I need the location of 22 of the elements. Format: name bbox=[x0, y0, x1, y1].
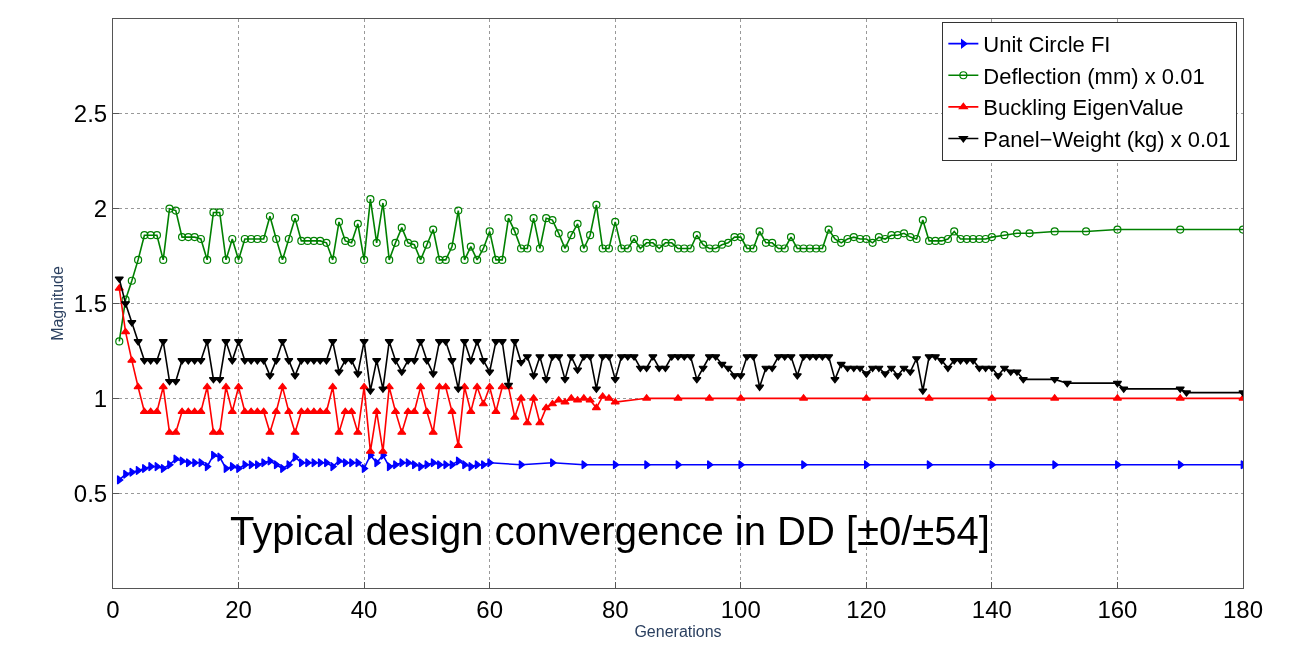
x-tick-label: 180 bbox=[1222, 595, 1264, 623]
legend-label: Panel−Weight (kg) x 0.01 bbox=[983, 127, 1231, 153]
y-tick-label: 2.5 bbox=[73, 100, 108, 128]
x-tick-label: 0 bbox=[106, 595, 120, 623]
legend-label: Buckling EigenValue bbox=[983, 95, 1184, 121]
y-tick-label: 2 bbox=[93, 195, 108, 223]
y-tick-label: 1 bbox=[93, 384, 108, 412]
x-tick-label: 20 bbox=[225, 595, 252, 623]
x-tick-label: 140 bbox=[971, 595, 1012, 623]
x-axis-title: Generations bbox=[634, 622, 722, 640]
x-tick-label: 160 bbox=[1097, 595, 1138, 623]
x-tick-label: 60 bbox=[476, 595, 504, 623]
annotation: Typical design convergence in DD [±0/±54] bbox=[230, 509, 990, 553]
x-tick-label: 40 bbox=[350, 595, 378, 623]
y-tick-label: 1.5 bbox=[73, 289, 108, 317]
legend-label: Unit Circle FI bbox=[983, 32, 1111, 58]
x-tick-label: 120 bbox=[846, 595, 887, 623]
x-tick-label: 80 bbox=[601, 595, 629, 623]
legend-label: Deflection (mm) x 0.01 bbox=[983, 63, 1205, 89]
x-tick-label: 100 bbox=[720, 595, 761, 623]
y-axis-title: Magnitude bbox=[48, 266, 66, 341]
y-tick-label: 0.5 bbox=[73, 479, 108, 507]
